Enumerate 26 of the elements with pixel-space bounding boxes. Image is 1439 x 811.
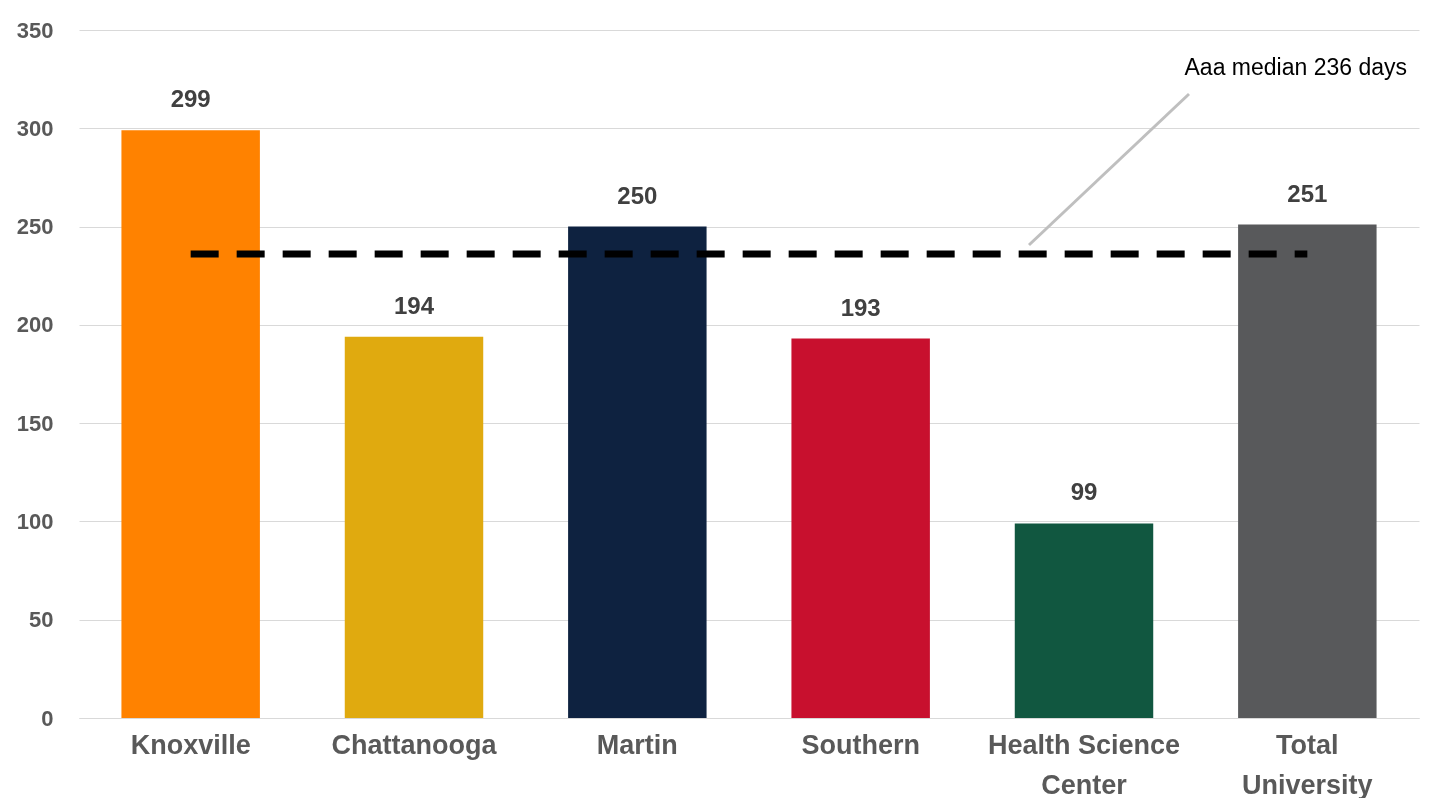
x-tick-label: Martin [596,729,678,760]
bar [791,338,930,718]
data-label: 194 [393,291,435,319]
x-tick-label: Knoxville [130,729,251,760]
y-tick-label: 100 [16,508,54,534]
data-label: 250 [617,181,658,209]
y-tick-label: 50 [29,607,54,633]
bar [1014,523,1154,718]
data-label: 193 [840,293,881,321]
bar [568,226,707,718]
y-tick-label: 300 [16,115,54,141]
ref-line-label: Aaa median 236 days [1184,54,1407,80]
x-tick-label: Chattanooga [331,729,498,760]
y-tick-label: 200 [16,312,54,338]
y-tick-label: 150 [16,410,54,436]
bar [344,336,484,718]
data-label: 99 [1070,478,1098,506]
data-label: 251 [1287,179,1328,207]
bar [1238,224,1377,718]
x-tick-label: Southern [801,729,920,760]
y-tick-label: 250 [16,214,54,240]
data-label: 299 [170,85,211,113]
bar [121,130,260,718]
x-tick-label: Health Science Center [987,729,1181,800]
y-tick-label: 0 [41,705,54,731]
y-tick-label: 350 [16,17,54,43]
